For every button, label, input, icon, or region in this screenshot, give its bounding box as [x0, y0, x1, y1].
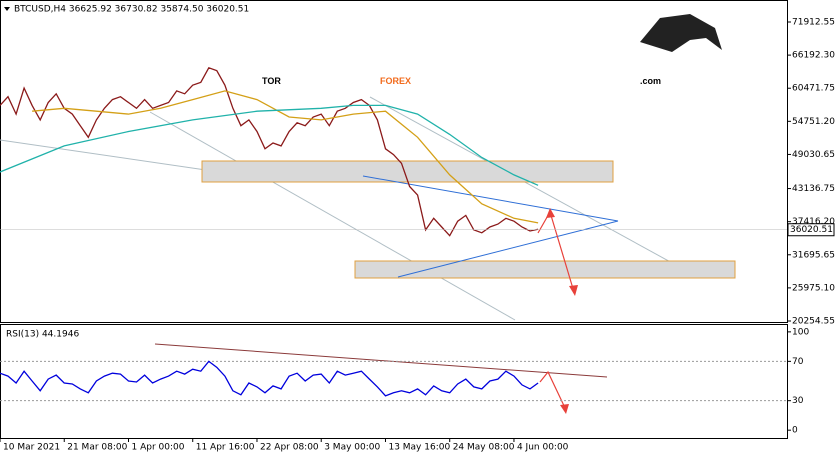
series-line	[0, 66, 539, 237]
y-tick-label: 100	[792, 327, 809, 337]
y-tick-label: 30	[792, 396, 804, 406]
bull-icon	[640, 14, 722, 52]
last-price-label: 36020.51	[790, 225, 833, 235]
rsi-panel	[0, 324, 788, 439]
y-tick-label: 25975.10	[792, 283, 835, 293]
y-tick-label: 31695.65	[792, 250, 835, 260]
last-price-box	[787, 223, 835, 237]
rsi-title: RSI(13) 44.1946	[6, 330, 79, 340]
arrow-head	[569, 285, 578, 296]
arrow-head	[560, 404, 569, 414]
y-tick-label: 54751.20	[792, 117, 835, 127]
logo-text: TOR	[262, 76, 281, 86]
x-tick-label: 1 Apr 00:00	[131, 443, 184, 453]
channel-line	[149, 111, 516, 321]
logo-text: FOREX	[380, 76, 411, 86]
series-line	[32, 90, 539, 224]
x-tick-label: 13 May 16:00	[388, 443, 450, 453]
y-tick-label: 70	[792, 357, 804, 367]
channel-line	[0, 139, 241, 176]
support-zone	[354, 260, 736, 279]
y-tick-label: 43136.75	[792, 184, 835, 194]
triangle-line	[397, 220, 619, 278]
rsi-trendline	[154, 343, 608, 378]
y-tick-label: 60471.75	[792, 84, 835, 94]
collapse-icon	[4, 7, 10, 11]
y-tick-label: 0	[792, 426, 798, 436]
x-tick-label: 10 Mar 2021	[3, 443, 60, 453]
x-tick-label: 22 Apr 08:00	[260, 443, 319, 453]
logo-text: .com	[640, 76, 661, 86]
y-tick-label: 66192.30	[792, 51, 835, 61]
triangle-line	[362, 175, 619, 222]
series-line	[0, 104, 539, 186]
x-tick-label: 4 Jun 00:00	[517, 443, 569, 453]
forecast-arrow	[539, 370, 567, 411]
y-tick-label: 37416.20	[792, 217, 835, 227]
x-tick-label: 21 Mar 08:00	[67, 443, 127, 453]
arrow-head	[546, 208, 555, 218]
y-tick-label: 49030.65	[792, 150, 835, 160]
y-tick-label: 71912.55	[792, 17, 835, 27]
chart-title: BTCUSD,H4 36625.92 36730.82 35874.50 360…	[14, 5, 249, 15]
x-tick-label: 24 May 08:00	[453, 443, 515, 453]
x-tick-label: 3 May 00:00	[324, 443, 380, 453]
channel-line	[369, 96, 686, 271]
x-tick-label: 11 Apr 16:00	[196, 443, 255, 453]
y-tick-label: 20254.55	[792, 317, 835, 327]
series-line	[0, 360, 539, 397]
logo: TOR FOREX .com	[262, 14, 722, 86]
